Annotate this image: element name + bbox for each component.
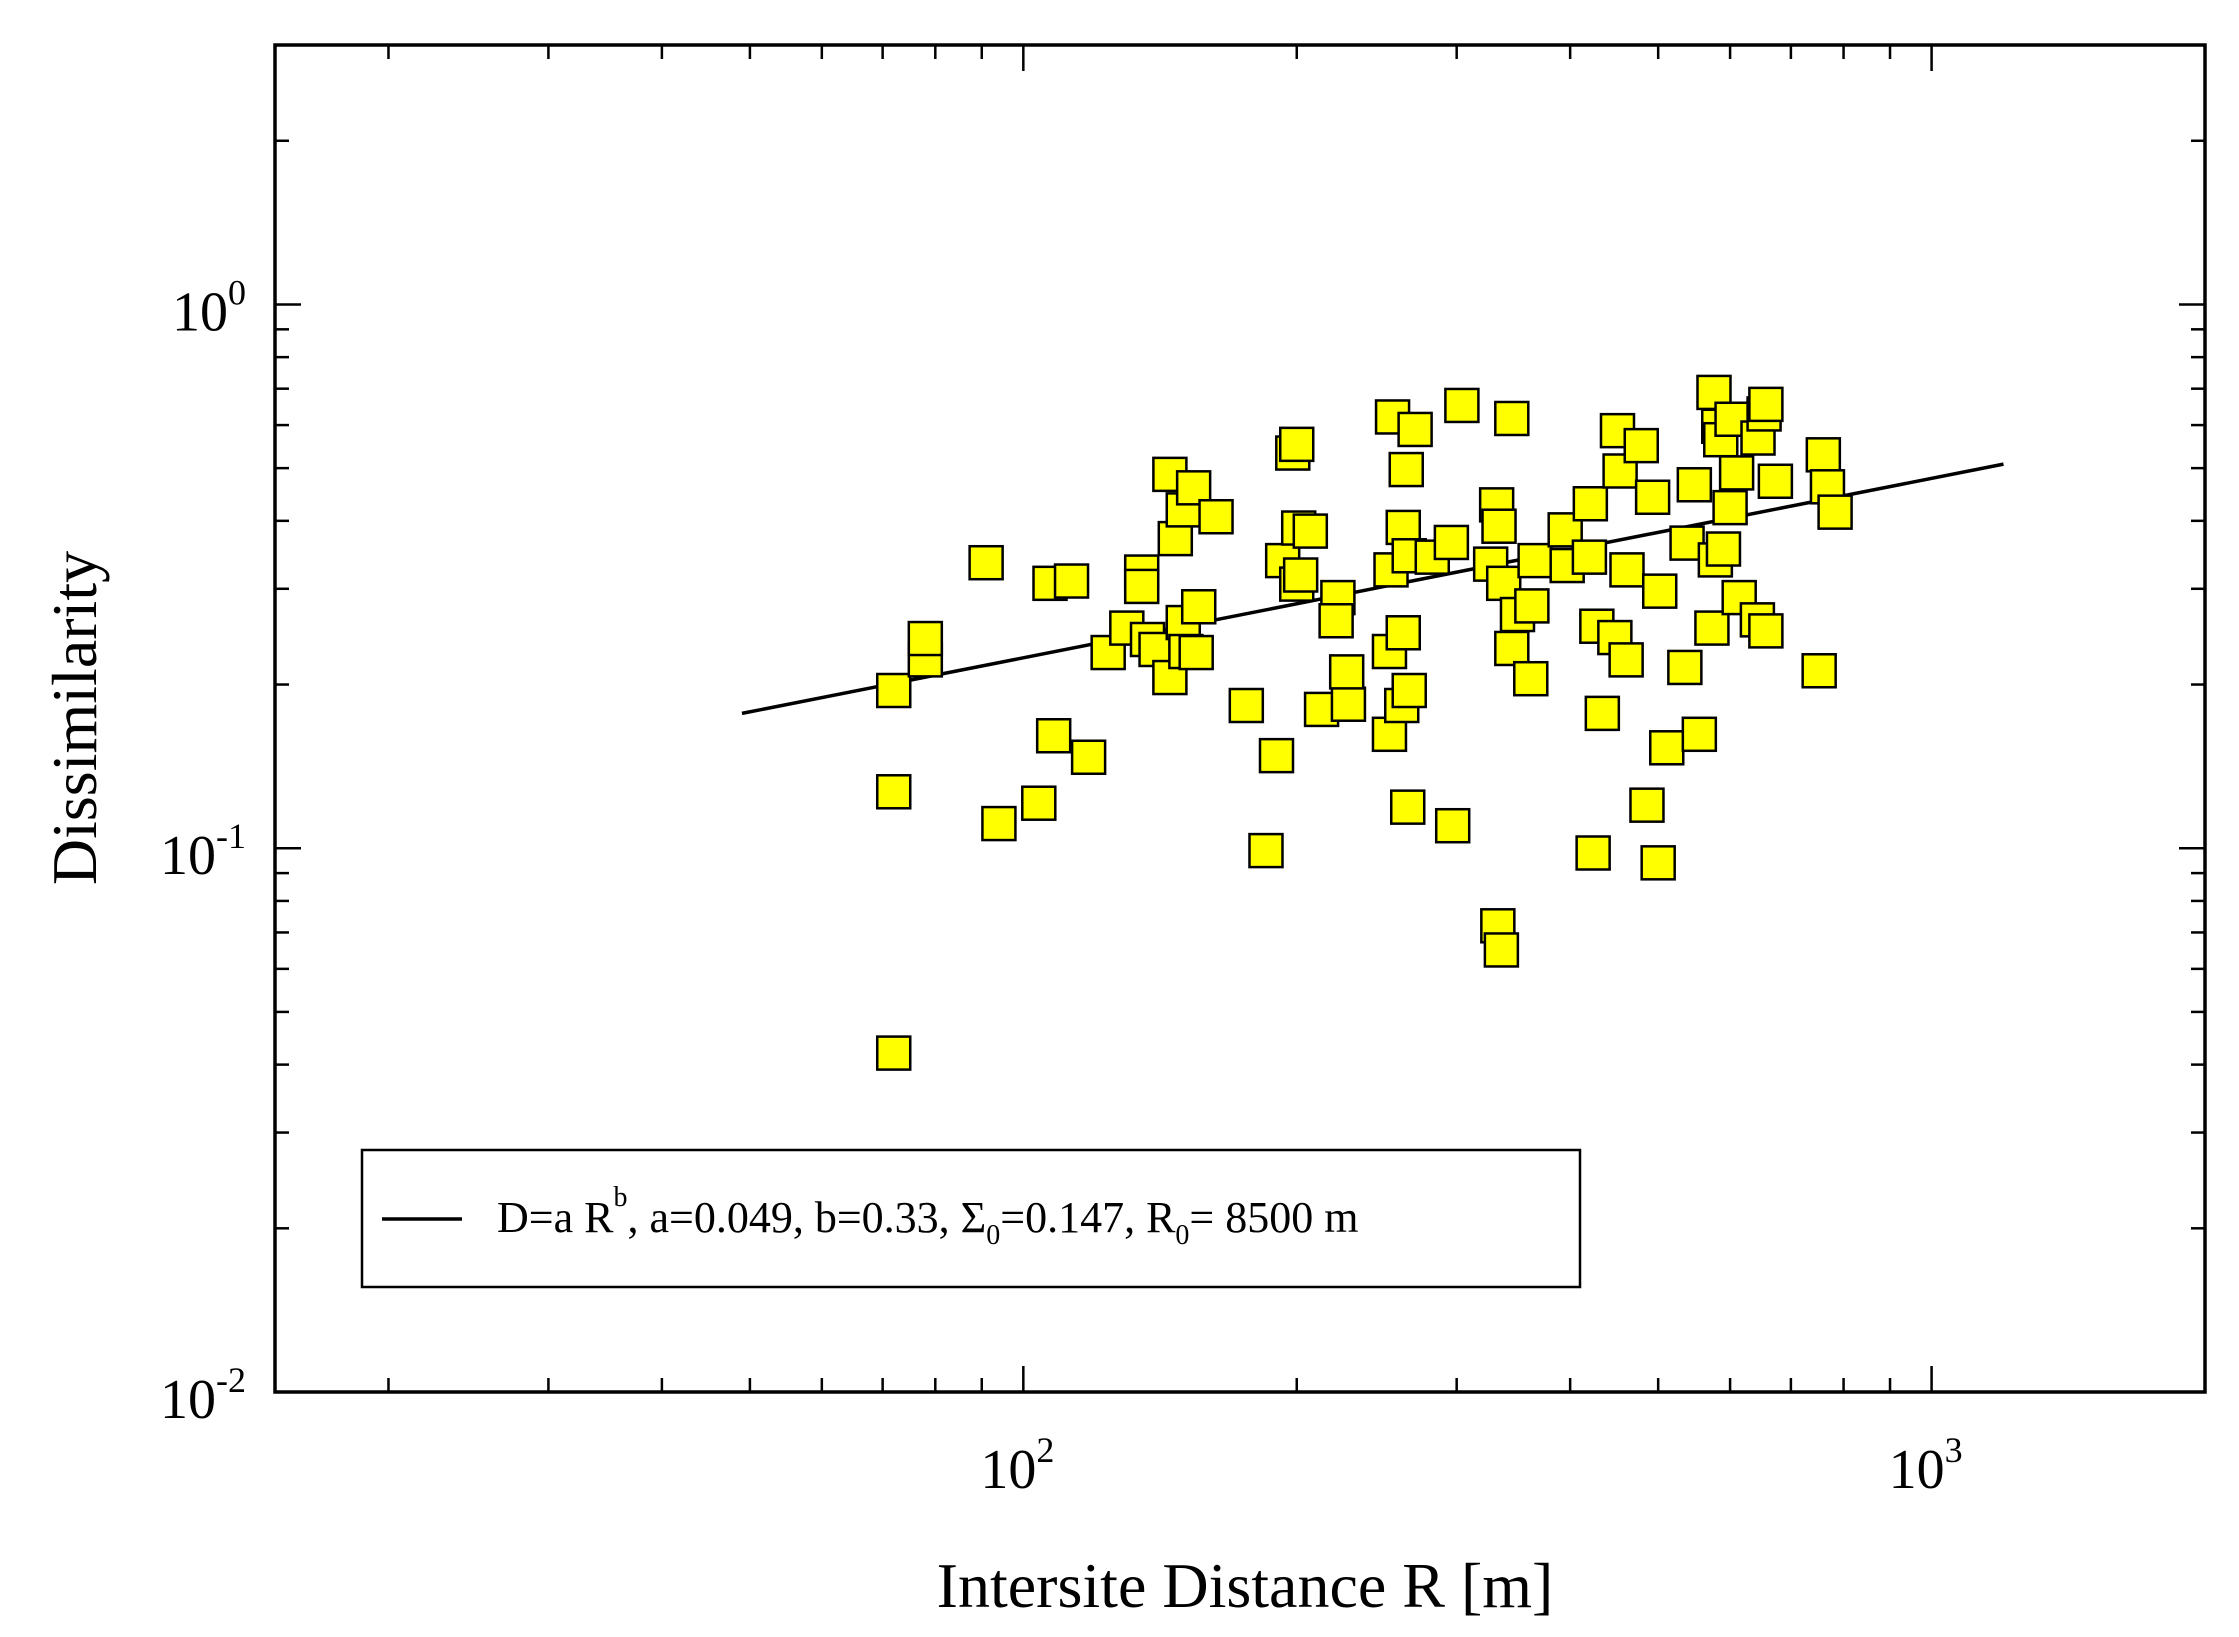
x-tick-label-exp: 2 bbox=[1036, 1430, 1054, 1470]
data-point bbox=[1609, 552, 1645, 588]
data-point bbox=[1021, 785, 1057, 821]
data-point bbox=[1817, 494, 1853, 530]
data-point bbox=[875, 1035, 912, 1071]
data-point bbox=[1597, 619, 1633, 656]
legend-label-mid2: =0.147, R bbox=[1000, 1193, 1176, 1242]
data-point bbox=[1180, 589, 1217, 625]
legend-label-sup: b bbox=[613, 1182, 627, 1213]
data-point bbox=[981, 805, 1017, 842]
data-point bbox=[968, 544, 1004, 581]
y-tick-label-exp: -1 bbox=[216, 816, 246, 856]
data-point bbox=[1575, 835, 1611, 871]
data-point bbox=[1629, 787, 1665, 823]
data-point bbox=[1175, 470, 1212, 506]
data-point bbox=[1801, 653, 1837, 689]
data-point bbox=[1705, 531, 1742, 567]
data-point bbox=[1278, 426, 1315, 463]
data-point bbox=[907, 620, 944, 657]
data-point bbox=[875, 774, 912, 810]
data-point bbox=[1667, 649, 1703, 686]
data-point bbox=[1388, 451, 1425, 488]
data-point bbox=[1433, 524, 1470, 561]
x-tick-label: 102 bbox=[980, 1430, 1054, 1501]
data-point bbox=[1634, 479, 1671, 516]
legend: D=a Rb, a=0.049, b=0.33, Σ0=0.147, R0= 8… bbox=[360, 1148, 1582, 1289]
data-point bbox=[1318, 603, 1354, 639]
data-point bbox=[1389, 789, 1426, 825]
legend-label-sub2: 0 bbox=[1175, 1220, 1189, 1251]
data-point bbox=[1608, 642, 1644, 678]
data-point bbox=[1328, 654, 1365, 690]
data-point bbox=[1248, 832, 1284, 869]
data-point bbox=[1282, 557, 1319, 593]
data-point bbox=[1694, 610, 1730, 646]
y-tick-label: 10-2 bbox=[160, 1360, 246, 1431]
data-point bbox=[1494, 630, 1530, 667]
y-tick-label-base: 10 bbox=[160, 825, 216, 887]
y-axis-label: Dissimilarity bbox=[39, 551, 110, 885]
data-point bbox=[1517, 542, 1553, 579]
legend-label-sub1: 0 bbox=[986, 1220, 1000, 1251]
plot-frame bbox=[273, 43, 2207, 1394]
y-tick-label-base: 10 bbox=[172, 281, 228, 343]
x-axis-label: Intersite Distance R [m] bbox=[937, 1550, 1554, 1621]
data-point bbox=[1035, 718, 1072, 754]
y-tick-label-exp: 0 bbox=[228, 272, 246, 312]
data-point bbox=[1371, 716, 1408, 753]
data-point bbox=[1805, 437, 1842, 473]
data-point bbox=[1434, 807, 1471, 844]
x-tick-label-base: 10 bbox=[1889, 1439, 1945, 1501]
legend-label: D=a Rb, a=0.049, b=0.33, Σ0=0.147, R0= 8… bbox=[497, 1182, 1358, 1251]
data-point bbox=[1258, 737, 1295, 774]
data-point bbox=[1513, 660, 1549, 697]
data-markers bbox=[875, 374, 1853, 1071]
data-point bbox=[1330, 686, 1367, 722]
y-tick-label-exp: -2 bbox=[216, 1360, 246, 1400]
data-point bbox=[1391, 672, 1427, 709]
x-tick-label-base: 10 bbox=[980, 1439, 1036, 1501]
data-point bbox=[1494, 400, 1530, 437]
data-point bbox=[1748, 386, 1784, 423]
legend-box bbox=[360, 1148, 1582, 1289]
data-point bbox=[1571, 539, 1608, 575]
data-point bbox=[1444, 387, 1480, 424]
data-point bbox=[1123, 568, 1160, 605]
legend-label-end: = 8500 m bbox=[1189, 1193, 1358, 1242]
data-point bbox=[1572, 486, 1609, 522]
data-point bbox=[1514, 588, 1550, 624]
y-tick-label-base: 10 bbox=[160, 1369, 216, 1431]
data-point bbox=[1757, 463, 1794, 500]
data-point bbox=[1712, 489, 1748, 526]
data-point bbox=[1385, 615, 1422, 651]
x-tick-label: 103 bbox=[1889, 1430, 1963, 1501]
data-point bbox=[1178, 634, 1214, 671]
data-point bbox=[1641, 573, 1678, 609]
data-point bbox=[1718, 455, 1755, 491]
data-point bbox=[1681, 716, 1718, 753]
data-point bbox=[1070, 739, 1107, 775]
data-point bbox=[1623, 427, 1659, 464]
x-tick-label-exp: 3 bbox=[1945, 1430, 1963, 1470]
legend-label-main: D=a R bbox=[497, 1193, 614, 1242]
data-point bbox=[1649, 730, 1685, 766]
data-point bbox=[1640, 845, 1676, 881]
fit-line bbox=[741, 462, 2004, 716]
y-tick-label: 10-1 bbox=[160, 816, 246, 887]
data-point bbox=[1483, 932, 1520, 968]
legend-label-mid1: , a=0.049, b=0.33, Σ bbox=[627, 1193, 986, 1242]
data-point bbox=[1228, 687, 1265, 724]
data-point bbox=[1481, 508, 1517, 544]
y-tick-label: 100 bbox=[172, 272, 246, 343]
data-point bbox=[1053, 563, 1090, 599]
data-point bbox=[1676, 467, 1713, 503]
data-point bbox=[1397, 411, 1433, 448]
fit-layer bbox=[741, 462, 2004, 716]
data-point bbox=[1198, 498, 1234, 535]
data-point bbox=[1292, 513, 1329, 549]
data-point bbox=[875, 672, 912, 709]
data-point bbox=[1584, 695, 1621, 732]
data-point bbox=[1748, 613, 1784, 649]
